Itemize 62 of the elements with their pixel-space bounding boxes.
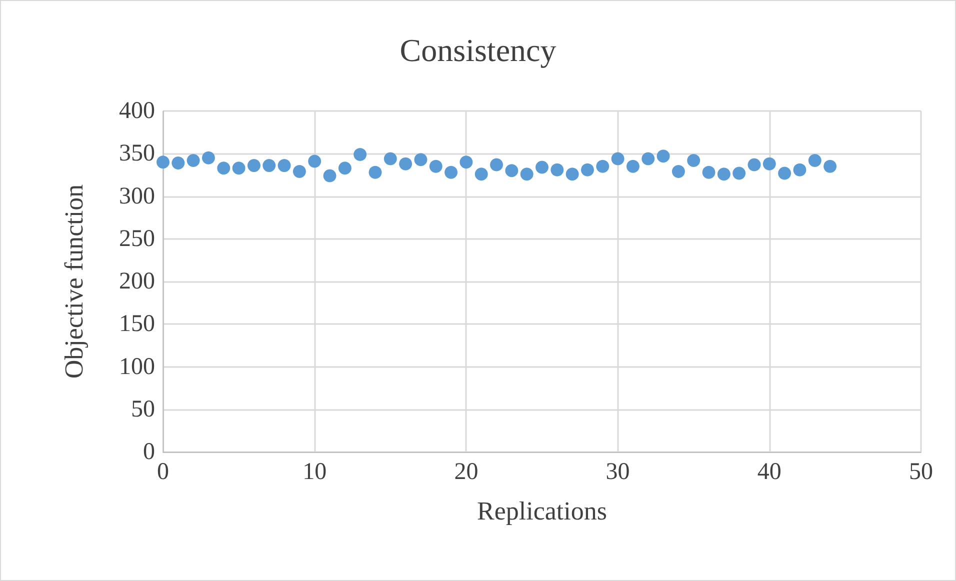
- point: [338, 162, 352, 175]
- point: [778, 166, 792, 180]
- point: [642, 152, 655, 166]
- point: [323, 169, 336, 182]
- y-tick-label: 200: [119, 268, 155, 294]
- point: [732, 166, 746, 180]
- point: [596, 160, 610, 173]
- y-tick-label: 50: [131, 396, 155, 422]
- x-tick-label: 10: [302, 459, 327, 485]
- point: [217, 162, 230, 175]
- chart-title: Consistency: [400, 32, 556, 68]
- y-tick-label: 100: [119, 354, 155, 380]
- y-axis-title: Objective function: [60, 184, 88, 379]
- point: [232, 162, 246, 175]
- point: [520, 168, 534, 181]
- point: [580, 163, 594, 176]
- x-tick-label: 40: [757, 459, 782, 485]
- point: [536, 160, 548, 174]
- point: [278, 159, 291, 172]
- point: [490, 158, 504, 172]
- point: [368, 166, 382, 179]
- point: [186, 154, 200, 167]
- point: [672, 165, 685, 178]
- point: [292, 165, 306, 178]
- point: [626, 160, 640, 173]
- y-tick-label: 250: [119, 226, 155, 252]
- x-tick-label: 50: [909, 459, 933, 485]
- point: [793, 163, 806, 176]
- point: [748, 158, 761, 172]
- point: [444, 166, 458, 179]
- point: [354, 148, 367, 161]
- point: [762, 157, 776, 170]
- point: [399, 157, 412, 170]
- point: [687, 154, 700, 167]
- point: [824, 160, 837, 173]
- point: [717, 168, 730, 181]
- x-tick-label: 20: [454, 459, 478, 485]
- x-axis-title: Replications: [477, 496, 607, 526]
- y-tick-label: 0: [143, 439, 155, 465]
- point: [247, 159, 260, 172]
- y-tick-label: 300: [119, 183, 155, 210]
- y-tick-label: 350: [119, 140, 155, 167]
- point: [808, 154, 822, 167]
- point: [460, 156, 473, 169]
- point: [550, 163, 564, 176]
- point: [384, 152, 397, 166]
- x-tick-label: 30: [606, 459, 630, 485]
- point: [308, 154, 322, 168]
- point: [656, 150, 670, 163]
- point: [156, 156, 170, 169]
- point: [566, 168, 579, 181]
- y-tick-label: 150: [119, 311, 155, 338]
- point: [172, 156, 185, 170]
- point: [474, 168, 488, 181]
- point: [702, 166, 716, 179]
- point: [505, 164, 518, 178]
- point: [611, 152, 624, 166]
- point: [262, 159, 276, 172]
- point: [414, 153, 428, 166]
- point: [202, 151, 215, 164]
- point: [429, 160, 442, 173]
- y-tick-label: 400: [119, 98, 155, 124]
